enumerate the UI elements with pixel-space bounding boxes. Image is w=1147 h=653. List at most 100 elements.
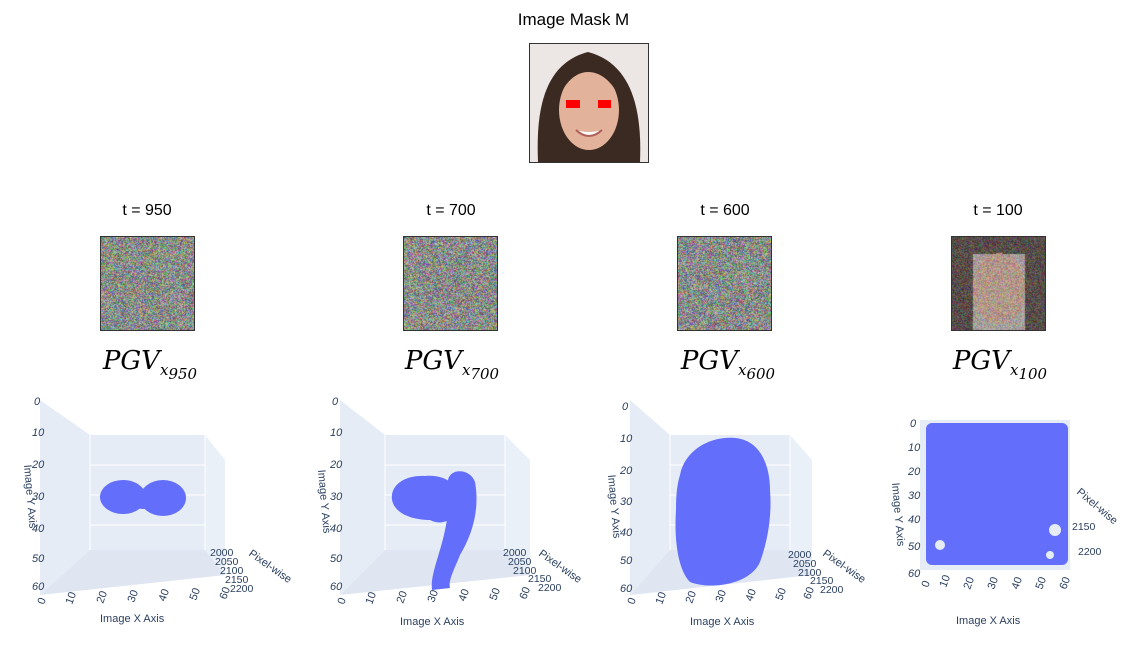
z-tick: 2150 xyxy=(528,573,552,585)
x-tick: 30 xyxy=(986,575,1001,591)
z-tick: 2000 xyxy=(788,549,812,561)
x-tick: 30 xyxy=(714,588,729,604)
y-tick: 30 xyxy=(908,490,921,502)
z-tick: 2100 xyxy=(220,565,244,577)
x-tick: 60 xyxy=(518,585,533,601)
pgv-3d-plot-1: 0 10 20 30 40 50 60 0 10 20 30 40 50 60 … xyxy=(21,396,294,625)
z-tick: 2050 xyxy=(215,556,239,568)
y-axis-title: Image Y Axis xyxy=(889,482,907,547)
x-axis-title: Image X Axis xyxy=(956,615,1021,627)
x-tick: 0 xyxy=(336,596,349,606)
y-tick: 60 xyxy=(330,581,343,593)
z-tick: 2200 xyxy=(820,584,844,596)
y-tick: 10 xyxy=(620,433,633,445)
y-tick: 30 xyxy=(620,496,633,508)
y-tick: 60 xyxy=(908,568,921,580)
x-axis-title: Image X Axis xyxy=(100,613,165,625)
point-cloud-4 xyxy=(926,423,1068,565)
face-mask-illustration xyxy=(530,44,648,162)
noisy-image-t950 xyxy=(100,236,195,331)
y-axis-title: Image Y Axis xyxy=(605,474,623,539)
x-tick: 10 xyxy=(938,573,953,589)
z-tick: 2200 xyxy=(538,582,562,594)
pgv-3d-plot-2: 0 10 20 30 40 50 60 0 10 20 30 40 50 60 … xyxy=(315,396,584,628)
pgv-3d-plot-3: 0 10 20 30 40 50 60 0 10 20 30 40 50 60 … xyxy=(605,400,868,628)
x-tick: 30 xyxy=(426,588,441,604)
y-tick: 30 xyxy=(330,491,343,503)
y-tick: 50 xyxy=(32,553,45,565)
x-tick: 20 xyxy=(962,575,977,591)
x-tick: 40 xyxy=(1010,575,1025,591)
z-tick: 2150 xyxy=(1072,521,1096,533)
y-tick: 10 xyxy=(908,442,921,454)
pgv-label-1: PGVx950 xyxy=(102,346,198,384)
x-tick: 30 xyxy=(126,588,141,604)
y-tick: 40 xyxy=(620,527,633,539)
timestep-label-1: t = 950 xyxy=(122,202,172,219)
z-tick: 2050 xyxy=(793,558,817,570)
z-tick: 2150 xyxy=(225,574,249,586)
x-tick: 40 xyxy=(457,587,472,603)
x-axis-title: Image X Axis xyxy=(690,616,755,628)
z-tick: 2150 xyxy=(810,575,834,587)
y-tick: 60 xyxy=(620,583,633,595)
z-tick: 2100 xyxy=(798,567,822,579)
y-tick: 20 xyxy=(907,466,921,478)
y-tick: 50 xyxy=(908,541,921,553)
y-tick: 40 xyxy=(330,523,343,535)
z-tick: 2000 xyxy=(503,547,527,559)
x-tick: 0 xyxy=(36,596,49,606)
z-tick: 2000 xyxy=(210,547,234,559)
x-tick: 40 xyxy=(744,587,759,603)
timestep-label-4: t = 100 xyxy=(973,202,1023,219)
noisy-image-t600 xyxy=(677,236,772,331)
z-tick: 2100 xyxy=(513,565,537,577)
y-axis-title: Image Y Axis xyxy=(315,469,333,534)
timestep-label-2: t = 700 xyxy=(426,202,476,219)
x-tick: 20 xyxy=(95,589,110,605)
pgv-3d-plot-4: 0 10 20 30 40 50 60 0 10 20 30 40 50 60 … xyxy=(889,418,1120,627)
y-tick: 50 xyxy=(330,553,343,565)
y-tick: 20 xyxy=(329,459,343,471)
z-tick: 2200 xyxy=(230,583,254,595)
point-cloud-1 xyxy=(100,480,186,516)
z-tick: 2200 xyxy=(1078,546,1102,558)
point-cloud-3 xyxy=(675,437,771,586)
y-tick: 0 xyxy=(622,401,629,413)
x-tick: 60 xyxy=(802,585,817,601)
y-tick: 20 xyxy=(31,459,45,471)
noisy-image-t100 xyxy=(951,236,1046,331)
timestep-label-3: t = 600 xyxy=(700,202,750,219)
x-axis-title: Image X Axis xyxy=(400,616,465,628)
mask-image xyxy=(529,43,649,163)
page-title: Image Mask M xyxy=(517,10,630,29)
z-tick: 2050 xyxy=(508,556,532,568)
y-tick: 10 xyxy=(32,427,45,439)
y-tick: 50 xyxy=(620,555,633,567)
pgv-label-2: PGVx700 xyxy=(404,346,500,384)
x-tick: 0 xyxy=(626,596,639,606)
y-tick: 30 xyxy=(32,491,45,503)
y-axis-title: Image Y Axis xyxy=(21,464,39,529)
x-tick: 50 xyxy=(188,586,203,602)
y-tick: 0 xyxy=(34,396,41,408)
pgv-label-4: PGVx100 xyxy=(952,346,1048,384)
x-tick: 10 xyxy=(64,590,79,606)
x-tick: 40 xyxy=(157,587,172,603)
x-tick: 50 xyxy=(774,586,789,602)
pgv-label-3: PGVx600 xyxy=(680,346,776,384)
y-tick: 60 xyxy=(32,581,45,593)
x-tick: 20 xyxy=(684,589,699,605)
point-cloud-2 xyxy=(391,471,477,590)
x-tick: 10 xyxy=(654,590,669,606)
x-tick: 50 xyxy=(1034,575,1049,591)
y-tick: 0 xyxy=(332,396,339,408)
x-tick: 10 xyxy=(364,590,379,606)
y-tick: 40 xyxy=(908,514,921,526)
y-tick: 10 xyxy=(330,427,343,439)
y-tick: 0 xyxy=(910,418,917,430)
y-tick: 20 xyxy=(619,465,633,477)
x-tick: 50 xyxy=(488,586,503,602)
z-axis-title: Pixel-wise xyxy=(246,548,293,586)
noisy-image-t700 xyxy=(403,236,498,331)
